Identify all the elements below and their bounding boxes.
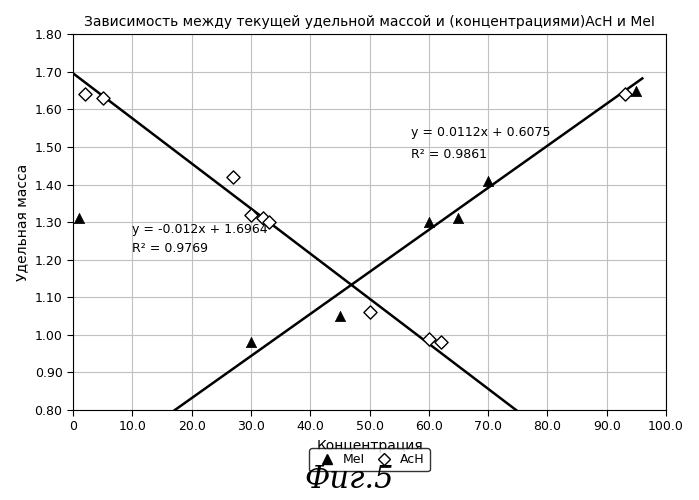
Text: R² = 0.9861: R² = 0.9861: [411, 148, 487, 162]
Text: R² = 0.9769: R² = 0.9769: [132, 242, 208, 255]
Point: [227, 173, 238, 181]
Point: [482, 177, 493, 185]
Point: [423, 218, 434, 226]
Point: [245, 210, 257, 218]
Y-axis label: Удельная масса: Удельная масса: [15, 164, 29, 281]
Point: [453, 214, 464, 222]
Point: [257, 214, 268, 222]
Point: [245, 338, 257, 346]
Text: y = 0.0112x + 0.6075: y = 0.0112x + 0.6075: [411, 126, 551, 139]
Point: [423, 334, 434, 342]
Point: [97, 94, 108, 102]
Point: [334, 312, 345, 320]
Point: [630, 86, 642, 94]
Point: [263, 218, 274, 226]
Point: [364, 308, 375, 316]
Text: Фиг.5: Фиг.5: [305, 464, 394, 495]
X-axis label: Концентрация: Концентрация: [316, 439, 423, 453]
Legend: MeI, AcH: MeI, AcH: [309, 448, 430, 471]
Point: [79, 90, 90, 98]
Text: y = -0.012x + 1.6964: y = -0.012x + 1.6964: [132, 224, 268, 236]
Title: Зависимость между текущей удельной массой и (концентрациями)AcH и MeI: Зависимость между текущей удельной массо…: [84, 15, 655, 29]
Point: [73, 214, 85, 222]
Point: [619, 90, 630, 98]
Point: [435, 338, 446, 346]
